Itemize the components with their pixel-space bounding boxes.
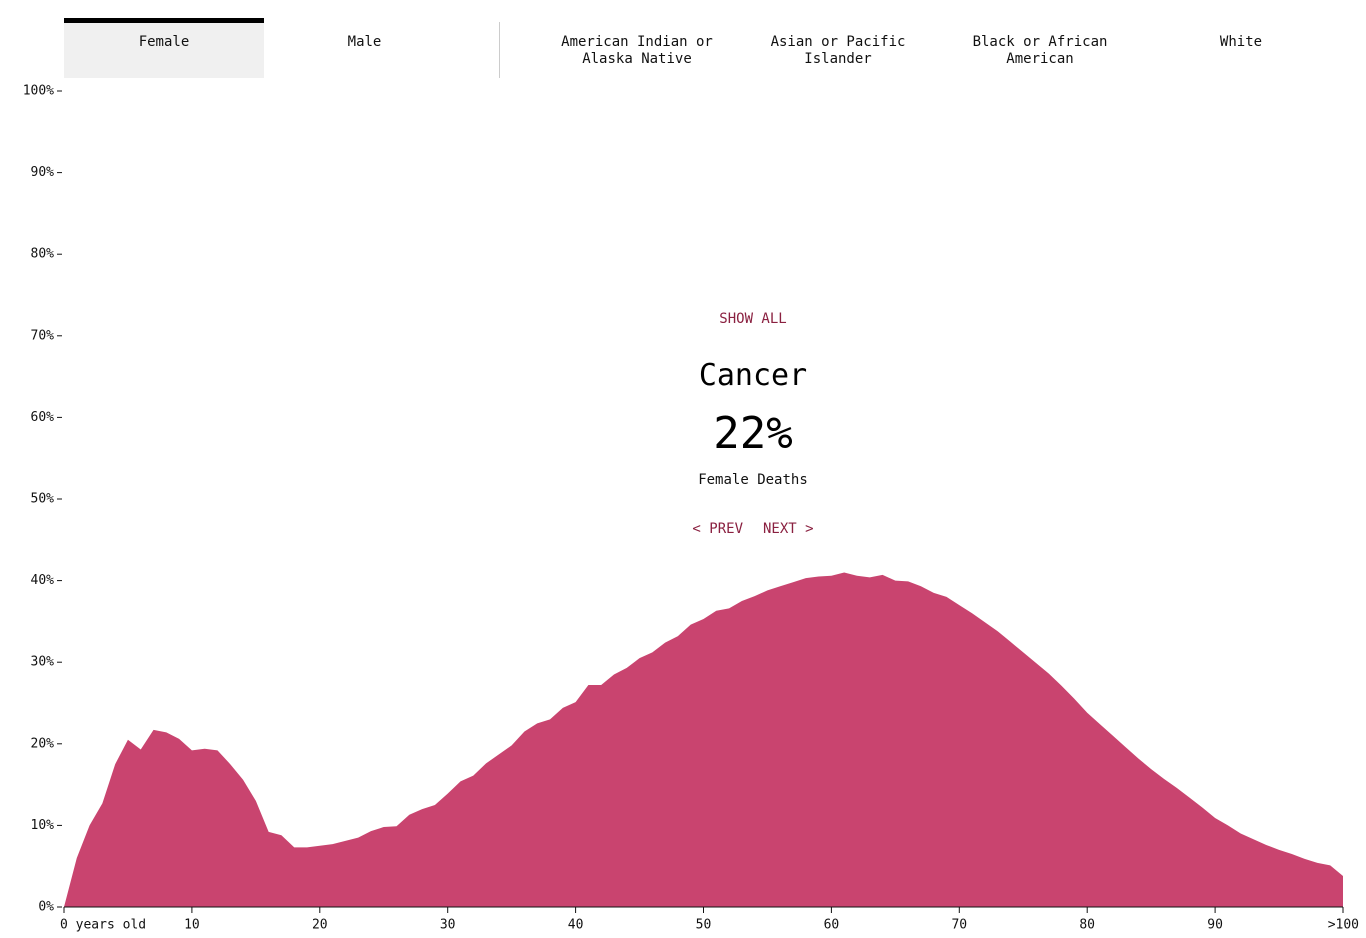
tab[interactable]: Black or African American (940, 18, 1140, 78)
show-all[interactable]: SHOW ALL (719, 311, 787, 327)
x-tick-label: 70 (951, 918, 967, 933)
cause-title: Cancer (698, 358, 808, 393)
y-tick-label: 80% (31, 247, 55, 262)
tab-label: Female (138, 34, 190, 50)
tab-label: Black or African American (972, 34, 1108, 67)
x-tick-label: 10 (184, 918, 200, 933)
tab[interactable]: White (1141, 18, 1341, 78)
area (64, 572, 1343, 907)
tab[interactable]: Female (64, 18, 264, 78)
group-label: Female Deaths (698, 472, 808, 488)
x-tick-label: 30 (440, 918, 456, 933)
tab[interactable]: American Indian or Alaska Native (537, 18, 737, 78)
y-tick-label: 10% (31, 818, 55, 833)
x-tick-label: 0 years old (60, 918, 146, 933)
nav: < PREV NEXT > (553, 521, 953, 537)
x-tick-label: 20 (312, 918, 328, 933)
tab-label: White (1219, 34, 1263, 50)
tab[interactable]: Male (264, 18, 465, 78)
y-tick-label: 40% (31, 573, 55, 588)
x-tick-label: 60 (824, 918, 840, 933)
y-tick-label: 20% (31, 736, 55, 751)
y-tick-label: 100% (23, 84, 54, 99)
tab-label: Asian or Pacific Islander (770, 34, 906, 67)
y-tick-label: 50% (31, 492, 55, 507)
tab-label: American Indian or Alaska Native (561, 34, 713, 67)
x-tick-label: 40 (568, 918, 584, 933)
y-tick-label: 60% (31, 410, 55, 425)
prev-button[interactable]: < PREV (692, 521, 743, 537)
tab-label: Male (347, 34, 382, 50)
x-tick-label: 50 (696, 918, 712, 933)
tab[interactable]: Asian or Pacific Islander (738, 18, 938, 78)
y-tick-label: 70% (31, 328, 55, 343)
x-tick-label: >100 (1328, 918, 1359, 933)
divider (499, 22, 500, 78)
next-button[interactable]: NEXT > (763, 521, 814, 537)
y-tick-label: 90% (31, 165, 55, 180)
share: 22% (713, 408, 793, 459)
x-tick-label: 90 (1207, 918, 1223, 933)
x-tick-label: 80 (1079, 918, 1095, 933)
y-tick-label: 0% (38, 900, 54, 915)
y-tick-label: 30% (31, 655, 55, 670)
